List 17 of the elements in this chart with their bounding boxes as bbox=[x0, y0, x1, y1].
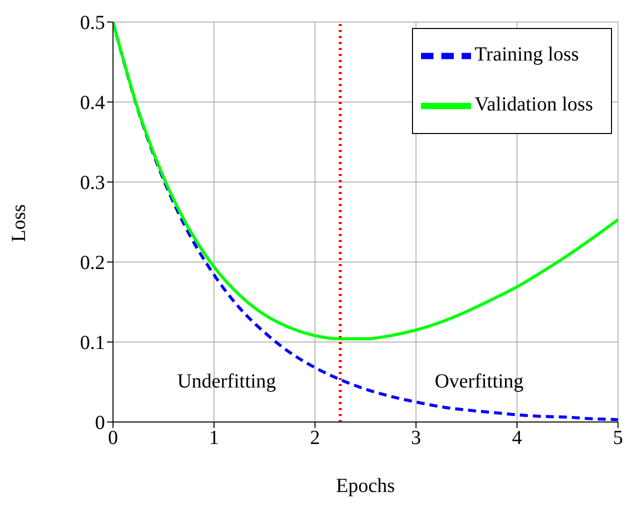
y-tick-label: 0.2 bbox=[80, 252, 105, 274]
y-tick-label: 0.5 bbox=[80, 12, 105, 34]
x-tick-label: 4 bbox=[512, 427, 522, 450]
y-axis-title: Loss bbox=[8, 204, 30, 242]
x-tick-label: 2 bbox=[310, 427, 320, 450]
x-tick-label: 1 bbox=[209, 427, 219, 450]
legend-label: Training loss bbox=[474, 44, 579, 66]
x-tick-label: 5 bbox=[613, 427, 623, 450]
y-tick-label: 0.4 bbox=[80, 92, 105, 114]
y-tick-label: 0 bbox=[95, 412, 105, 434]
annotation: Underfitting bbox=[177, 370, 276, 394]
x-tick-label: 3 bbox=[411, 427, 421, 450]
annotation: Overfitting bbox=[434, 370, 524, 394]
legend-label: Validation loss bbox=[474, 94, 593, 116]
y-tick-label: 0.1 bbox=[80, 332, 105, 354]
y-tick-label: 0.3 bbox=[80, 172, 105, 194]
x-axis-title: Epochs bbox=[336, 475, 396, 497]
